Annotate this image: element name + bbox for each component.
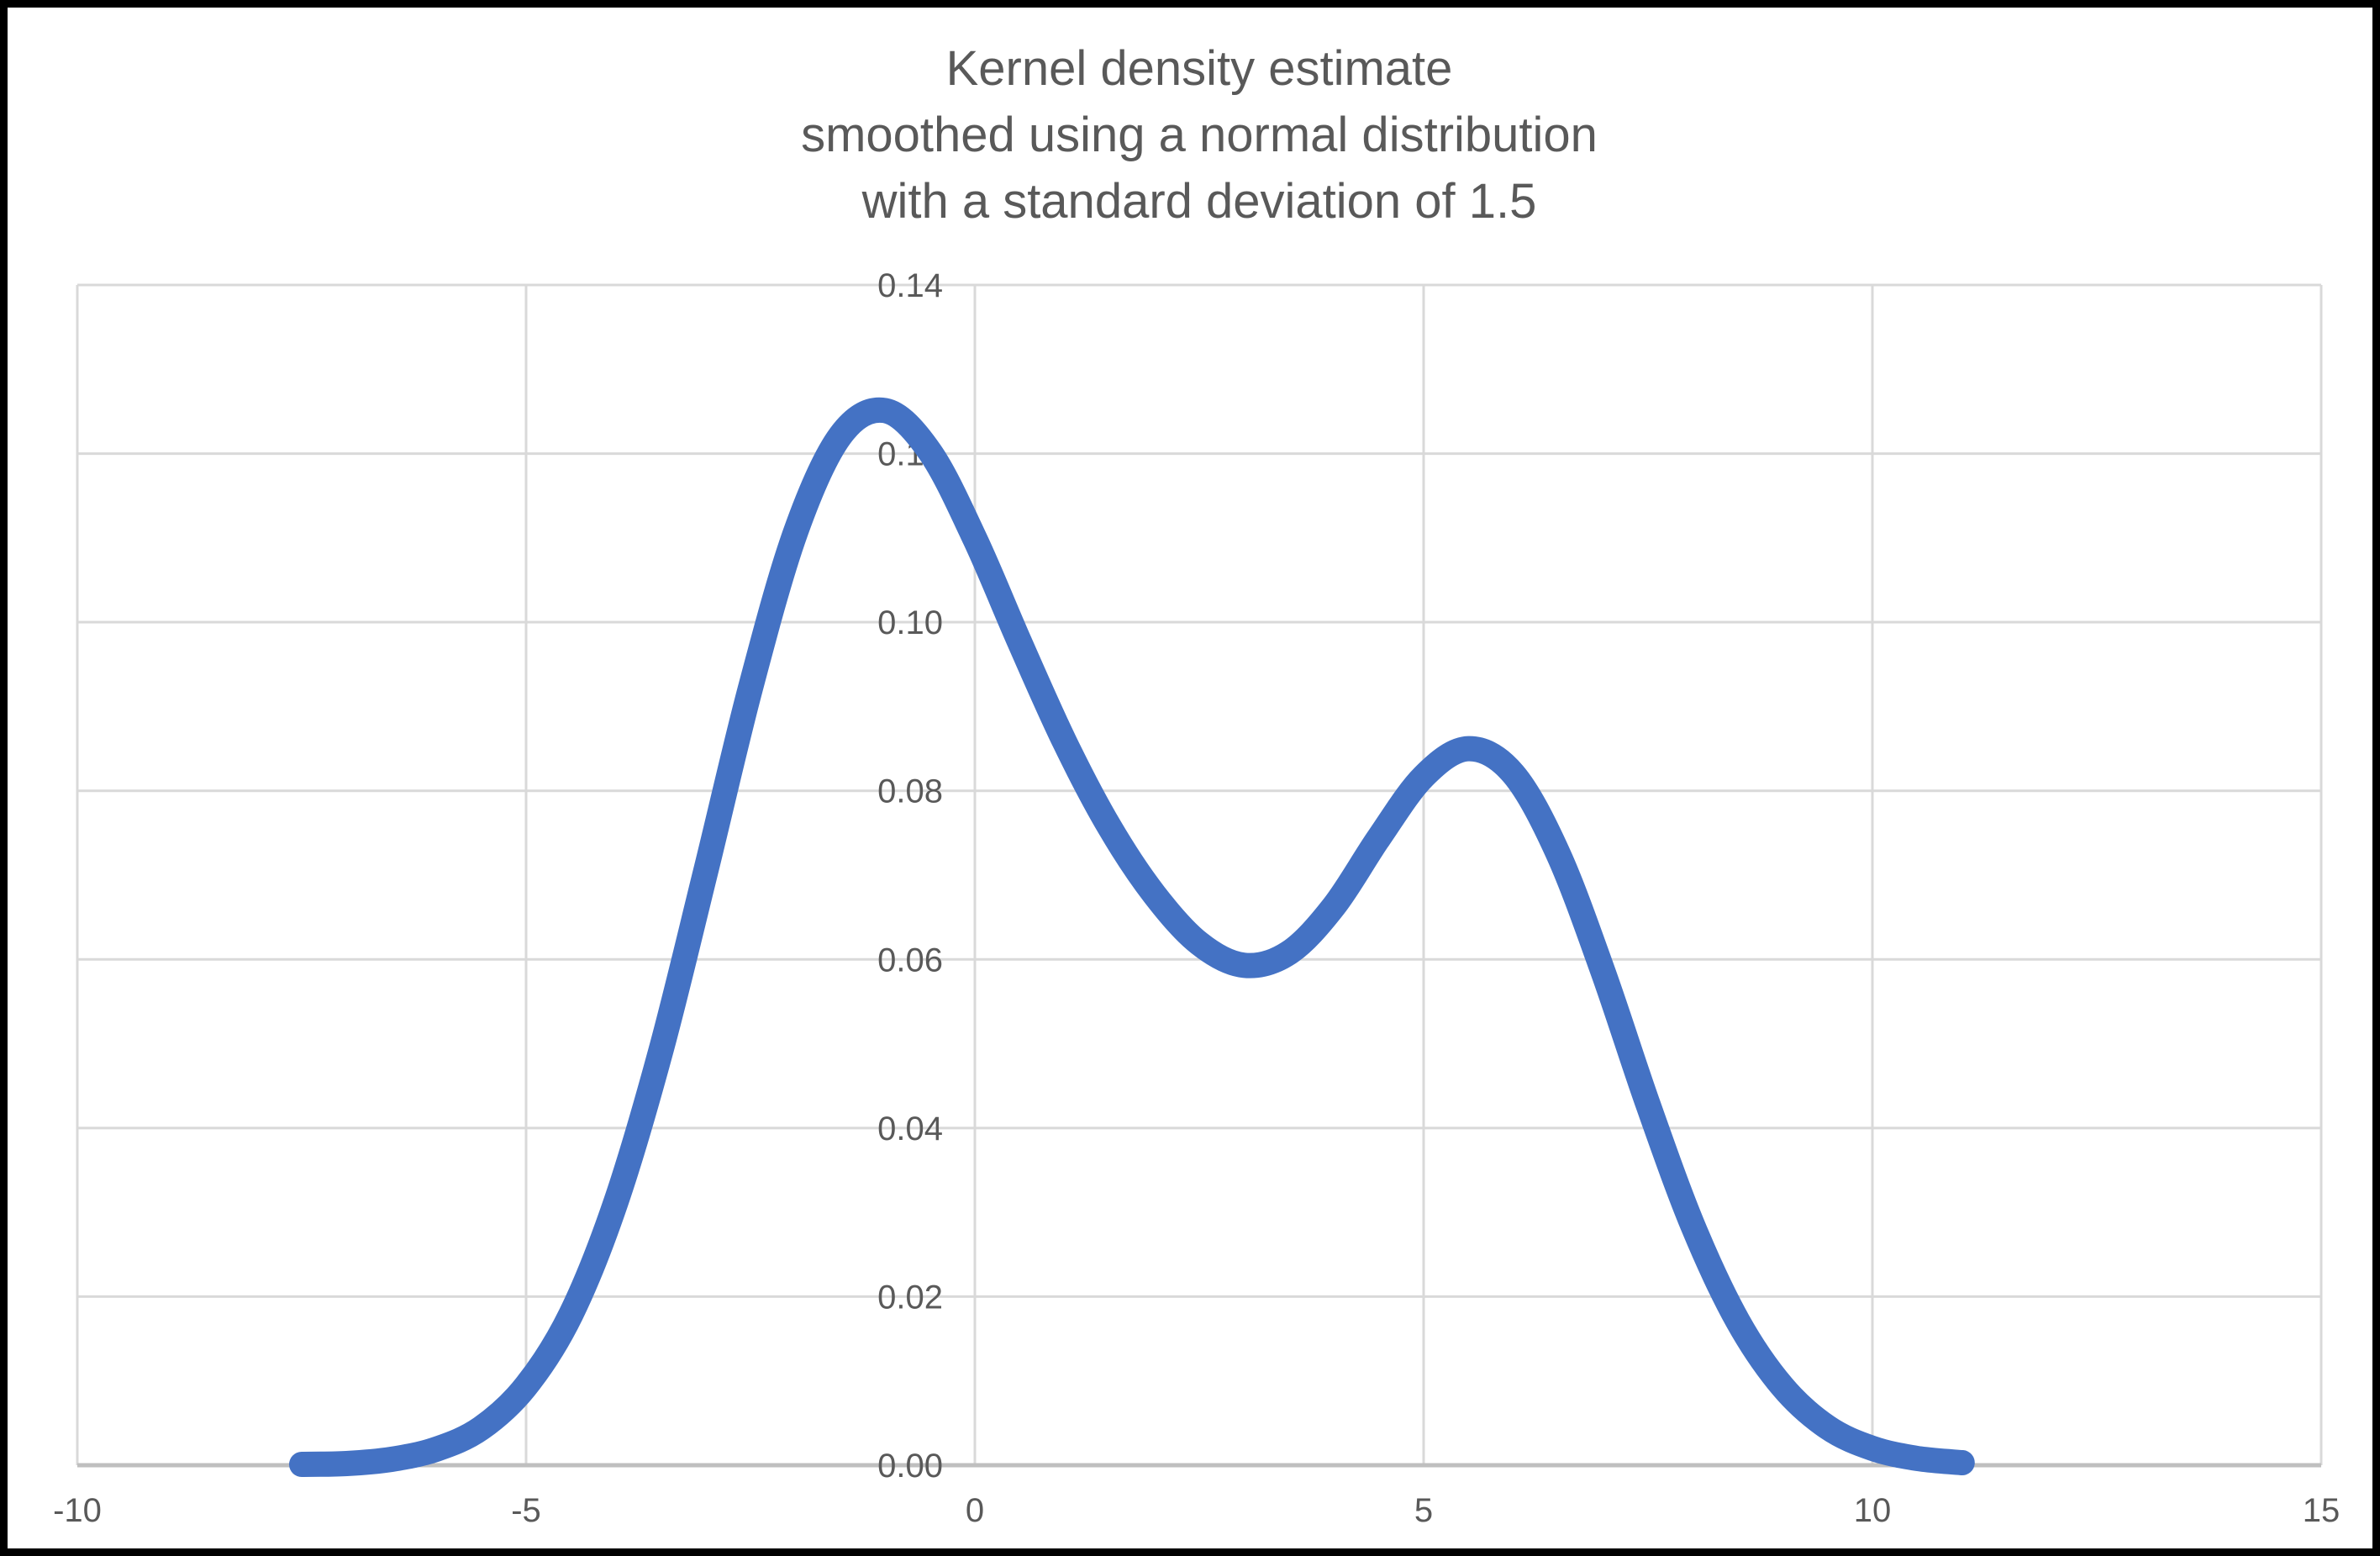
x-tick-label: 0 [966, 1492, 984, 1529]
y-tick-label: 0.14 [877, 267, 943, 304]
chart-plot: 0.000.020.040.060.080.100.120.14-10 -5 0 5 1… [53, 267, 2341, 1529]
x-tick-label: 10 [1854, 1492, 1892, 1529]
y-tick-label: 0.08 [877, 773, 943, 810]
y-tick-label: 0.00 [877, 1448, 943, 1485]
x-tick-label: -5 [511, 1492, 541, 1529]
x-tick-label: 5 [1414, 1492, 1433, 1529]
y-tick-label: 0.02 [877, 1279, 943, 1316]
y-tick-label: 0.04 [877, 1110, 943, 1147]
y-tick-label: 0.10 [877, 604, 943, 641]
x-tick-label: -10 [53, 1492, 102, 1529]
chart-title: Kernel density estimate smoothed using a… [801, 41, 1598, 229]
x-tick-label: 15 [2303, 1492, 2341, 1529]
y-tick-label: 0.06 [877, 942, 943, 978]
kde-curve [289, 397, 1975, 1477]
